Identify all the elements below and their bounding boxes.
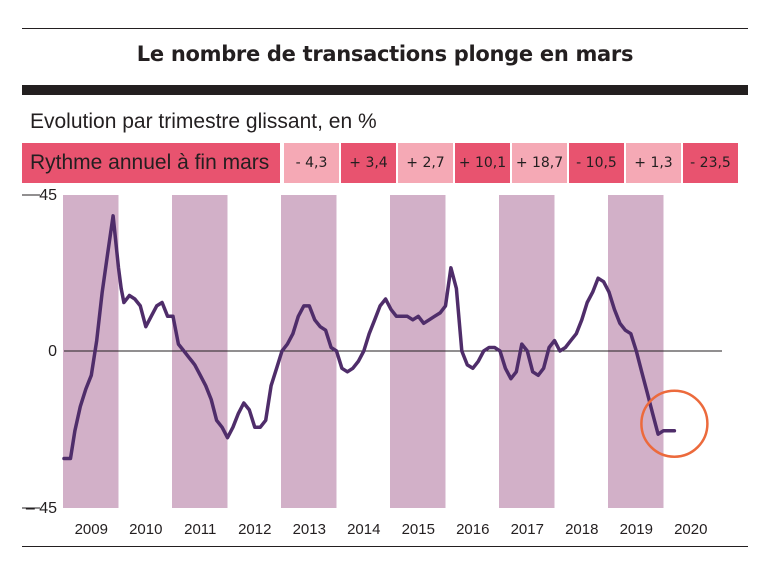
chart-title: Le nombre de transactions plonge en mars xyxy=(136,42,634,66)
rate-value-5: + 18,7 xyxy=(512,143,567,183)
rate-value-4: + 10,1 xyxy=(455,143,510,183)
highlight-circle xyxy=(640,389,709,458)
x-tick-label: 2010 xyxy=(129,521,162,538)
annual-rate-strip: Rythme annuel à fin mars - 4,3 + 3,4 + 2,7… xyxy=(22,143,738,183)
x-tick-label: 2012 xyxy=(238,521,271,538)
x-tick-label: 2018 xyxy=(565,521,598,538)
x-tick-label: 2009 xyxy=(75,521,108,538)
x-tick-label: 2017 xyxy=(511,521,544,538)
rate-value-8: - 23,5 xyxy=(683,143,738,183)
rate-strip-label: Rythme annuel à fin mars xyxy=(22,143,280,183)
rate-value-2: + 3,4 xyxy=(341,143,396,183)
series-line xyxy=(62,214,677,461)
x-tick-label: 2019 xyxy=(620,521,653,538)
title-bar xyxy=(22,85,748,95)
chart-subtitle: Evolution par trimestre glissant, en % xyxy=(30,110,377,133)
x-tick-label: 2011 xyxy=(184,521,216,538)
rate-value-7: + 1,3 xyxy=(626,143,681,183)
x-tick-label: 2016 xyxy=(456,521,489,538)
y-tick-label: 45 xyxy=(39,187,57,204)
bottom-rule xyxy=(22,546,748,547)
rate-value-6: - 10,5 xyxy=(569,143,624,183)
y-tick-label: – 45 xyxy=(26,500,57,517)
top-rule xyxy=(22,28,748,29)
y-tick-label: 0 xyxy=(48,343,57,360)
x-tick-label: 2015 xyxy=(402,521,435,538)
rate-value-1: - 4,3 xyxy=(284,143,339,183)
rate-value-3: + 2,7 xyxy=(398,143,453,183)
x-tick-label: 2013 xyxy=(293,521,326,538)
x-tick-label: 2014 xyxy=(347,521,380,538)
x-tick-label: 2020 xyxy=(674,521,707,538)
